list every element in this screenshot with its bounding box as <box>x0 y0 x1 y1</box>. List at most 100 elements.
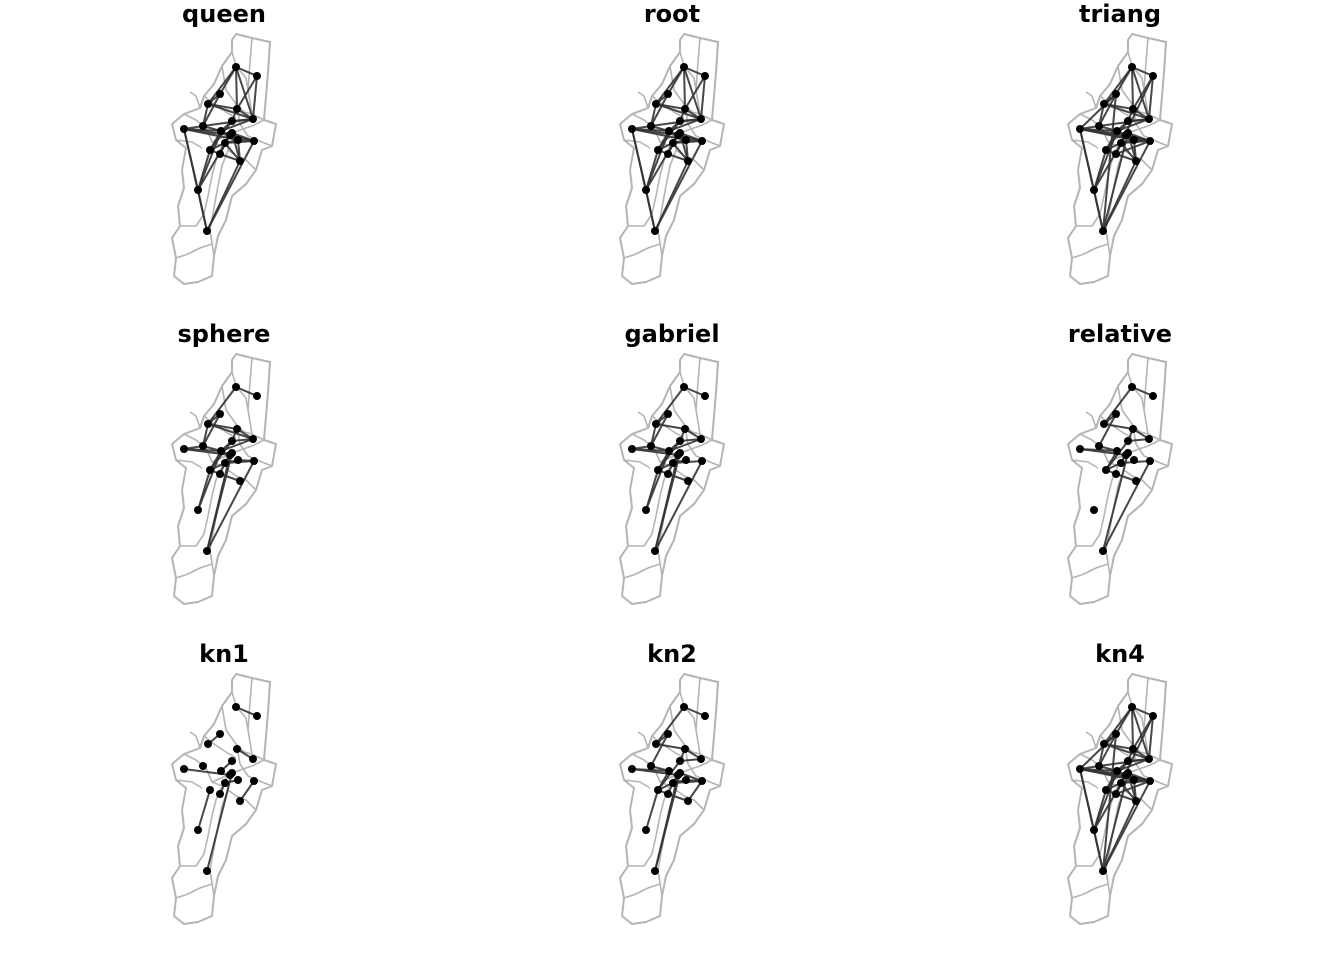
region-border <box>211 119 265 143</box>
centroid-point <box>1128 383 1136 391</box>
panel-kn4: kn4 <box>896 640 1344 960</box>
network-map <box>1067 353 1173 605</box>
network-map <box>171 33 277 285</box>
neighbour-link <box>683 66 702 120</box>
map-boundary <box>1067 673 1173 925</box>
centroid-point <box>1113 447 1121 455</box>
centroid-point <box>676 129 684 137</box>
centroid-point <box>1124 129 1132 137</box>
region-border <box>659 119 713 143</box>
neighbour-link <box>206 772 233 872</box>
neighbour-link <box>206 452 233 552</box>
neighbour-link <box>655 706 685 745</box>
centroid-point <box>232 703 240 711</box>
centroid-point <box>697 435 705 443</box>
centroid-point <box>228 117 236 125</box>
region-border <box>1107 439 1161 463</box>
neighbour-link <box>1103 743 1150 760</box>
neighbour-link <box>654 772 681 872</box>
centroid-point <box>1146 457 1154 465</box>
centroid-point <box>221 459 229 467</box>
network-map <box>619 353 725 605</box>
region-border <box>175 243 213 259</box>
centroid-point <box>701 712 709 720</box>
centroid-point <box>669 779 677 787</box>
region-outlines <box>171 673 277 925</box>
region-border <box>209 789 229 897</box>
region-border <box>221 705 253 755</box>
map-boundary <box>619 353 725 605</box>
neighbour-link <box>183 128 208 232</box>
centroid-point <box>681 425 689 433</box>
centroid-point <box>1128 63 1136 71</box>
centroid-point <box>180 765 188 773</box>
region-border <box>651 415 685 439</box>
centroid-point <box>221 139 229 147</box>
region-border <box>175 563 213 579</box>
centroid-point <box>1145 755 1153 763</box>
centroid-point <box>216 790 224 798</box>
centroid-point <box>1149 712 1157 720</box>
centroid-point <box>1100 100 1108 108</box>
centroid-point <box>642 186 650 194</box>
centroid-point <box>206 146 214 154</box>
region-border <box>1085 91 1097 109</box>
centroid-point <box>665 767 673 775</box>
centroid-point <box>250 457 258 465</box>
centroid-point <box>1129 425 1137 433</box>
centroid-point <box>233 745 241 753</box>
centroid-point <box>1112 150 1120 158</box>
region-border <box>1071 883 1109 899</box>
centroid-point <box>216 410 224 418</box>
neighbour-link <box>1103 423 1134 430</box>
network-map <box>171 353 277 605</box>
region-border <box>623 779 651 789</box>
centroid-point <box>682 776 690 784</box>
neighbour-link <box>1102 93 1117 232</box>
centroid-point <box>669 459 677 467</box>
centroid-point <box>697 115 705 123</box>
centroid-point <box>628 445 636 453</box>
centroid-point <box>204 740 212 748</box>
centroid-point <box>1132 157 1140 165</box>
neighbour-link <box>202 413 221 447</box>
centroid-point <box>236 157 244 165</box>
map-boundary <box>171 673 277 925</box>
centroid-point <box>233 425 241 433</box>
neighbour-link <box>1098 733 1117 767</box>
centroid-point <box>1113 127 1121 135</box>
centroid-point <box>701 392 709 400</box>
panel-triang: triang <box>896 0 1344 320</box>
network-map <box>171 673 277 925</box>
centroid-point <box>194 186 202 194</box>
region-border <box>189 731 201 749</box>
centroid-point <box>250 137 258 145</box>
panel-title: gabriel <box>624 320 720 348</box>
centroid-point <box>1145 435 1153 443</box>
centroid-point <box>1149 392 1157 400</box>
region-border <box>211 759 265 783</box>
centroid-point <box>1076 765 1084 773</box>
centroid-point <box>203 547 211 555</box>
region-border <box>237 751 273 787</box>
region-border <box>651 735 685 759</box>
centroid-point <box>233 105 241 113</box>
region-centroids <box>1076 63 1157 235</box>
centroid-point <box>654 786 662 794</box>
region-border <box>1127 691 1145 731</box>
panel-title: kn1 <box>199 640 249 668</box>
centroid-point <box>1112 470 1120 478</box>
centroid-point <box>1090 826 1098 834</box>
centroid-point <box>647 442 655 450</box>
centroid-point <box>203 227 211 235</box>
centroid-point <box>1112 730 1120 738</box>
panel-title: triang <box>1079 0 1161 28</box>
region-centroids <box>1076 703 1157 875</box>
neighbour-link <box>1115 140 1151 155</box>
centroid-point <box>682 456 690 464</box>
region-border <box>180 785 223 867</box>
centroid-point <box>681 105 689 113</box>
centroid-point <box>236 797 244 805</box>
neighbour-link <box>1102 733 1117 872</box>
region-outlines <box>1067 353 1173 605</box>
